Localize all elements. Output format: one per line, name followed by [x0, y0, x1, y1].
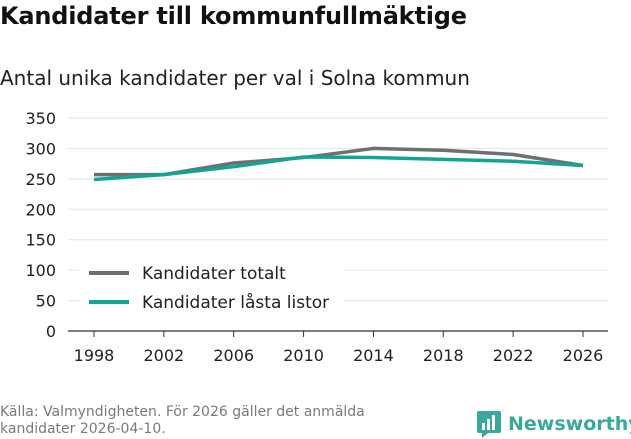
- brand-name: Newsworthy: [508, 413, 631, 435]
- series-lines: [93, 146, 584, 182]
- legend-label: Kandidater låsta listor: [142, 292, 329, 313]
- source-note: Källa: Valmyndigheten. För 2026 gäller d…: [0, 404, 430, 438]
- y-tick-label: 0: [46, 322, 56, 341]
- y-axis-ticks: 0 50 100 150 200 250 300 350: [25, 109, 56, 341]
- x-axis: 1998 2002 2006 2010 2014 2018 2022 2026: [68, 330, 608, 365]
- legend-label: Kandidater totalt: [142, 264, 286, 284]
- y-tick-label: 350: [25, 109, 56, 128]
- source-line-1: Källa: Valmyndigheten. För 2026 gäller d…: [0, 404, 365, 420]
- x-tick-label: 2010: [283, 346, 324, 365]
- legend-background: [80, 259, 344, 317]
- y-tick-label: 50: [36, 292, 56, 311]
- y-tick-label: 250: [25, 170, 56, 189]
- x-tick-label: 2006: [213, 346, 254, 365]
- x-tick-label: 1998: [74, 346, 115, 365]
- x-tick-label: 2014: [353, 346, 394, 365]
- y-tick-label: 100: [25, 261, 56, 280]
- y-tick-label: 150: [25, 231, 56, 250]
- line-chart: 0 50 100 150 200 250 300 350 1998 2002 2006 2010 20…: [25, 109, 608, 365]
- source-line-2: kandidater 2026-04-10.: [0, 421, 166, 437]
- chart-subtitle: Antal unika kandidater per val i Solna k…: [0, 66, 470, 90]
- y-tick-label: 300: [25, 139, 56, 158]
- x-tick-label: 2002: [143, 346, 184, 365]
- newsworthy-logo: Newsworthy: [476, 409, 631, 439]
- x-tick-label: 2018: [423, 346, 464, 365]
- y-tick-label: 200: [25, 200, 56, 219]
- series-line-2: [93, 155, 584, 182]
- legend: Kandidater totalt Kandidater låsta listor: [80, 259, 344, 317]
- bar-chart-icon: [477, 411, 501, 438]
- x-tick-label: 2026: [563, 346, 604, 365]
- x-tick-label: 2022: [493, 346, 534, 365]
- chart-title: Kandidater till kommunfullmäktige: [0, 2, 467, 30]
